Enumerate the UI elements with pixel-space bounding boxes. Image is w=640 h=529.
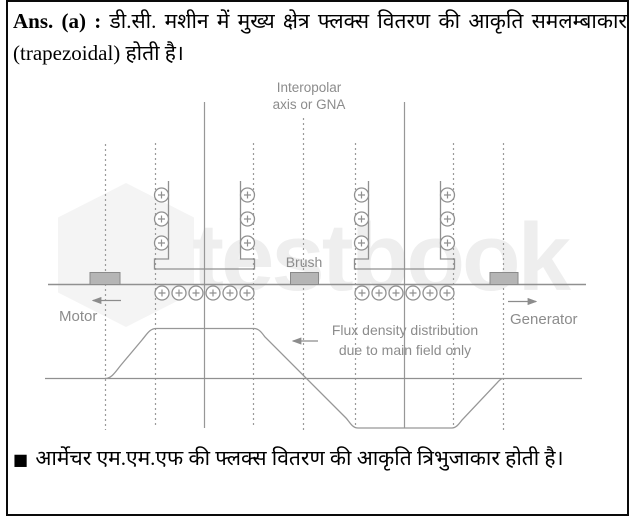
brush-label: Brush [285,254,323,270]
field-pole-outlines [153,181,456,270]
field-pole-2-outline [353,181,456,270]
flux-label-line1: Flux density distribution [331,322,479,338]
answer-prefix: Ans. (a) : [13,9,102,33]
field-pole-1-outline [153,181,256,270]
bullet-square-icon: ■ [13,450,31,469]
flux-density-curve [104,327,504,429]
interpolar-axis-label: Interopolar axis or GNA [252,80,366,113]
brush-left [89,272,121,285]
generator-label: Generator [510,311,578,328]
brushes [89,272,519,285]
watermark: testbook [0,70,640,440]
flux-distribution-label: Flux density distribution due to main fi… [313,321,497,360]
card-border [6,0,629,516]
interpolar-axis-label-line2: axis or GNA [272,96,346,112]
note-text: ■ आर्मेचर एम.एम.एफ की फ्लक्स वितरण की आक… [13,442,627,476]
answer-statement: डी.सी. मशीन में मुख्य क्षेत्र फ्लक्स वित… [13,9,627,65]
note-statement: आर्मेचर एम.एम.एफ की फ्लक्स वितरण की आकृत… [35,446,564,470]
armature-conductors [154,285,455,301]
field-coil-conductors [153,187,456,251]
brush-middle [290,272,319,285]
motor-label: Motor [59,308,98,325]
flux-label-line2: due to main field only [338,341,472,358]
flux-distribution-diagram: testbook [0,70,640,440]
watermark-hexagon-logo [58,183,194,327]
interpolar-axis-label-line1: Interopolar [276,80,342,95]
answer-text: Ans. (a) : डी.सी. मशीन में मुख्य क्षेत्र… [13,5,627,69]
brush-right [489,272,519,285]
direction-arrows [91,296,538,345]
pole-axis-lines [203,102,406,428]
